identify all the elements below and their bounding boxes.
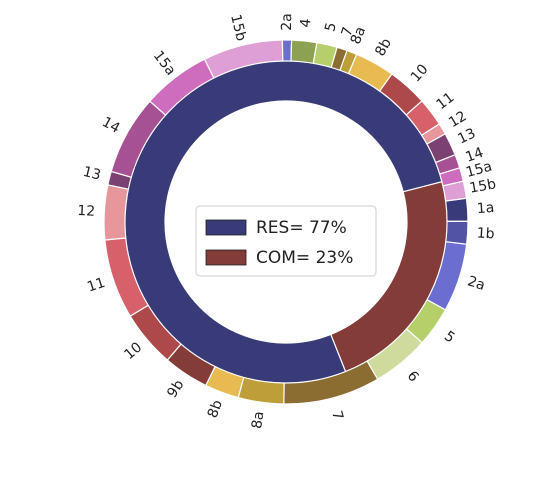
outer-label-8a: 8a bbox=[249, 410, 267, 430]
outer-label-2a: 2a bbox=[465, 273, 487, 294]
legend-swatch-RES bbox=[205, 219, 247, 236]
outer-label-12: 12 bbox=[446, 108, 470, 131]
outer-label-4: 4 bbox=[298, 18, 315, 29]
outer-label-15a: 15a bbox=[150, 48, 179, 79]
outer-label-15b: 15b bbox=[227, 13, 249, 43]
outer-label-14: 14 bbox=[99, 114, 122, 137]
outer-label-15b: 15b bbox=[468, 176, 497, 197]
outer-label-13: 13 bbox=[81, 164, 102, 184]
outer-label-14: 14 bbox=[463, 145, 485, 166]
outer-label-5: 5 bbox=[322, 21, 340, 33]
outer-label-5: 5 bbox=[441, 328, 458, 346]
legend-label-COM: COM= 23% bbox=[256, 248, 353, 268]
outer-label-8b: 8b bbox=[205, 398, 226, 420]
outer-label-11: 11 bbox=[85, 275, 107, 296]
outer-label-2a: 2a bbox=[279, 13, 295, 31]
outer-label-1a: 1a bbox=[476, 200, 495, 217]
inner-ring bbox=[124, 60, 448, 384]
outer-label-15a: 15a bbox=[464, 159, 494, 181]
outer-label-1b: 1b bbox=[476, 225, 495, 242]
outer-label-8a: 8a bbox=[348, 25, 369, 47]
legend: RES= 77% COM= 23% bbox=[195, 205, 377, 277]
outer-label-9b: 9b bbox=[164, 377, 187, 401]
legend-swatch-COM bbox=[205, 249, 247, 266]
inner-slice-RES bbox=[124, 60, 443, 384]
outer-label-12: 12 bbox=[77, 203, 96, 220]
outer-label-10: 10 bbox=[121, 339, 145, 363]
outer-label-7: 7 bbox=[328, 409, 346, 422]
outer-label-10: 10 bbox=[408, 61, 432, 85]
outer-label-8b: 8b bbox=[372, 36, 395, 59]
outer-label-11: 11 bbox=[434, 89, 458, 113]
outer-label-6: 6 bbox=[404, 368, 422, 385]
legend-label-RES: RES= 77% bbox=[256, 218, 347, 238]
outer-label-13: 13 bbox=[455, 125, 478, 147]
